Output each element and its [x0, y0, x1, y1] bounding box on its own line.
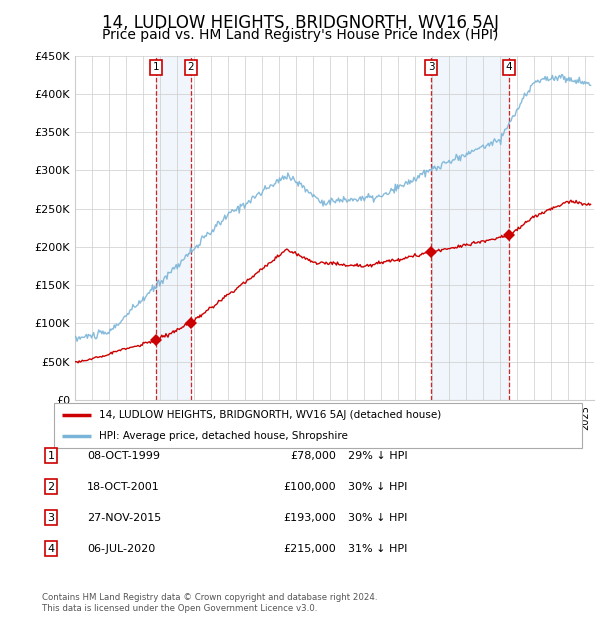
Text: Price paid vs. HM Land Registry's House Price Index (HPI): Price paid vs. HM Land Registry's House …: [102, 28, 498, 42]
Text: 1: 1: [153, 62, 160, 73]
Text: 08-OCT-1999: 08-OCT-1999: [87, 451, 160, 461]
Text: £193,000: £193,000: [283, 513, 336, 523]
Text: 4: 4: [506, 62, 512, 73]
Text: 29% ↓ HPI: 29% ↓ HPI: [348, 451, 407, 461]
Text: HPI: Average price, detached house, Shropshire: HPI: Average price, detached house, Shro…: [99, 430, 348, 441]
Bar: [157, 56, 191, 400]
Text: 3: 3: [428, 62, 434, 73]
Text: £215,000: £215,000: [283, 544, 336, 554]
Text: 30% ↓ HPI: 30% ↓ HPI: [348, 482, 407, 492]
Text: 27-NOV-2015: 27-NOV-2015: [87, 513, 161, 523]
Text: 1: 1: [47, 451, 55, 461]
Text: £100,000: £100,000: [283, 482, 336, 492]
Text: 31% ↓ HPI: 31% ↓ HPI: [348, 544, 407, 554]
Text: Contains HM Land Registry data © Crown copyright and database right 2024.
This d: Contains HM Land Registry data © Crown c…: [42, 593, 377, 613]
Text: 14, LUDLOW HEIGHTS, BRIDGNORTH, WV16 5AJ: 14, LUDLOW HEIGHTS, BRIDGNORTH, WV16 5AJ: [101, 14, 499, 32]
Text: 18-OCT-2001: 18-OCT-2001: [87, 482, 160, 492]
Bar: [431, 56, 509, 400]
Text: 14, LUDLOW HEIGHTS, BRIDGNORTH, WV16 5AJ (detached house): 14, LUDLOW HEIGHTS, BRIDGNORTH, WV16 5AJ…: [99, 410, 441, 420]
Text: 4: 4: [47, 544, 55, 554]
Text: 2: 2: [187, 62, 194, 73]
Text: £78,000: £78,000: [290, 451, 336, 461]
Text: 06-JUL-2020: 06-JUL-2020: [87, 544, 155, 554]
Text: 2: 2: [47, 482, 55, 492]
Text: 30% ↓ HPI: 30% ↓ HPI: [348, 513, 407, 523]
Text: 3: 3: [47, 513, 55, 523]
